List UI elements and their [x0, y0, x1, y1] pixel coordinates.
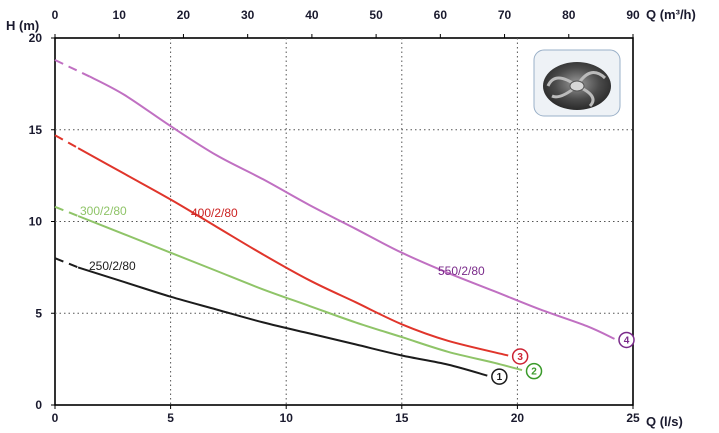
- curve-markers: 1 23 4: [491, 331, 635, 385]
- series-marker-circle-2: [525, 362, 543, 380]
- x-top-tick-label: 10: [113, 8, 127, 22]
- x-top-tick-label: 20: [177, 8, 191, 22]
- x-top-tick-label: 50: [369, 8, 383, 22]
- series-marker-circle-3: [511, 348, 529, 365]
- series-marker-circle-1: [491, 368, 508, 385]
- x-top-tick-label: 90: [626, 8, 640, 22]
- x-axis-bottom-ticks: 0 5 10 15 20 25: [52, 405, 640, 425]
- series-label-400: 400/2/80: [191, 206, 238, 220]
- x-top-tick-label: 0: [52, 8, 59, 22]
- x-tick-label: 0: [52, 411, 59, 425]
- x-top-tick-label: 40: [305, 8, 319, 22]
- x-tick-label: 10: [280, 411, 294, 425]
- series-dashed-3: [54, 134, 79, 149]
- series-marker-label-2: 2: [531, 367, 537, 378]
- series-label-250: 250/2/80: [89, 259, 136, 273]
- series-line-1: [77, 266, 488, 377]
- series-dashed-2: [54, 205, 79, 217]
- x-axis-top-title: Q (m³/h): [646, 7, 696, 22]
- series-line-2: [77, 215, 523, 372]
- series-dashed-1: [54, 257, 79, 269]
- x-tick-label: 15: [395, 411, 409, 425]
- x-top-tick-label: 30: [241, 8, 255, 22]
- x-top-tick-label: 70: [498, 8, 512, 22]
- y-axis-ticks: 0 5 10 15 20: [29, 31, 55, 412]
- series-marker-circle-4: [618, 331, 635, 349]
- x-tick-label: 25: [626, 411, 640, 425]
- pump-curves: [54, 59, 615, 377]
- x-top-tick-label: 60: [434, 8, 448, 22]
- y-tick-label: 20: [29, 31, 43, 45]
- y-tick-label: 15: [29, 123, 43, 137]
- series-marker-label-3: 3: [517, 352, 523, 363]
- x-tick-label: 5: [167, 411, 174, 425]
- impeller-icon: [533, 49, 621, 117]
- y-tick-label: 10: [29, 215, 43, 229]
- series-label-550: 550/2/80: [438, 264, 485, 278]
- y-axis-title: H (m): [6, 18, 39, 33]
- x-axis-bottom-title: Q (l/s): [646, 414, 683, 429]
- x-top-tick-label: 80: [562, 8, 576, 22]
- series-label-300: 300/2/80: [80, 204, 127, 218]
- series-marker-label-1: 1: [497, 372, 503, 383]
- x-axis-top-ticks: 0 10 20 30 40 50 60 70 80 90: [52, 8, 640, 38]
- y-tick-label: 0: [35, 398, 42, 412]
- series-line-4: [89, 75, 615, 340]
- series-line-3: [77, 147, 509, 357]
- x-tick-label: 20: [511, 411, 525, 425]
- series-dashed-4: [54, 59, 91, 78]
- grid-lines: [55, 38, 633, 405]
- series-marker-label-4: 4: [624, 335, 630, 346]
- y-tick-label: 5: [35, 306, 42, 320]
